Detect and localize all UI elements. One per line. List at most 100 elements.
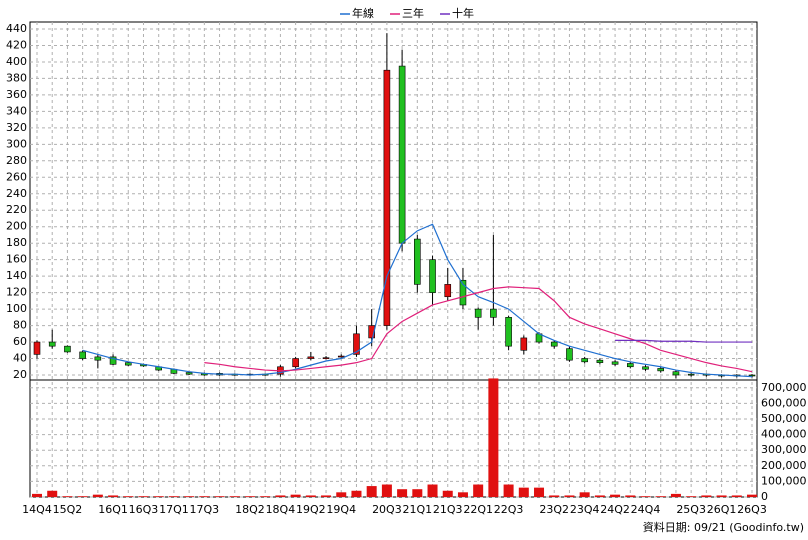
volume-bar	[92, 494, 103, 497]
candle-body	[459, 279, 467, 306]
candle-body	[429, 259, 436, 293]
volume-bar	[260, 496, 271, 497]
candle-body	[642, 366, 649, 370]
x-tick-label: 16Q3	[129, 503, 159, 516]
candle-body	[383, 69, 391, 326]
volume-bar	[47, 490, 58, 497]
x-tick-label: 24Q2	[600, 503, 630, 516]
ma-line	[82, 223, 753, 378]
volume-bar	[701, 495, 712, 497]
volume-bar	[321, 495, 332, 497]
x-tick-label: 18Q4	[266, 503, 296, 516]
y2-tick-label: 0	[761, 490, 768, 503]
candle-body	[474, 308, 482, 318]
candle-body	[520, 337, 528, 351]
candle-body	[64, 345, 71, 353]
candle-body	[307, 356, 315, 359]
candle-body	[611, 361, 619, 365]
volume-bar	[534, 487, 545, 497]
volume-bar	[199, 496, 210, 497]
x-tick-label: 21Q3	[433, 503, 463, 516]
candle-body	[353, 333, 360, 355]
x-tick-label: 18Q2	[235, 503, 265, 516]
volume-bar	[716, 495, 727, 497]
candle-body	[550, 341, 558, 347]
volume-bar	[32, 493, 42, 497]
candle-body	[672, 371, 680, 376]
y-tick-label: 160	[6, 253, 27, 266]
volume-bar	[549, 495, 560, 497]
volume-bar	[473, 484, 484, 497]
x-tick-label: 15Q2	[53, 503, 83, 516]
volume-bar	[655, 496, 666, 497]
y-tick-label: 40	[13, 352, 27, 365]
candle-body	[185, 372, 193, 375]
y-tick-label: 440	[6, 22, 27, 35]
x-tick-label: 14Q4	[22, 503, 52, 516]
y2-tick-label: 600,000	[761, 396, 807, 409]
y-tick-label: 360	[6, 88, 27, 101]
volume-bar	[670, 493, 681, 497]
y-tick-label: 260	[6, 170, 27, 183]
y-tick-label: 60	[13, 335, 27, 348]
volume-bar	[138, 496, 149, 497]
y-tick-label: 300	[6, 137, 27, 150]
volume-bar	[351, 490, 362, 497]
candle-body	[414, 238, 421, 285]
x-tick-label: 19Q2	[296, 503, 326, 516]
volume-bar	[488, 378, 499, 497]
candle-body	[33, 341, 41, 355]
x-tick-label: 19Q4	[326, 503, 356, 516]
y2-tick-label: 300,000	[761, 443, 807, 456]
candle-body	[292, 358, 299, 368]
x-tick-label: 23Q4	[570, 503, 600, 516]
candle-body	[444, 284, 452, 298]
volume-bar	[381, 484, 392, 497]
volume-bar	[457, 492, 468, 497]
x-tick-label: 20Q3	[372, 503, 402, 516]
candle-body	[124, 362, 132, 366]
x-tick-label: 25Q3	[676, 503, 706, 516]
volume-bar	[275, 495, 286, 497]
volume-bar	[123, 496, 134, 497]
candle-body	[398, 65, 406, 244]
candle-body	[626, 363, 634, 368]
y-tick-label: 100	[6, 302, 27, 315]
y-tick-label: 420	[6, 38, 27, 51]
volume-bar	[442, 490, 453, 497]
y-tick-label: 280	[6, 154, 27, 167]
x-tick-label: 22Q3	[494, 503, 524, 516]
volume-bar	[214, 496, 225, 497]
volume-bar	[610, 494, 621, 497]
volume-bar	[168, 496, 179, 497]
x-tick-label: 22Q1	[463, 503, 493, 516]
x-tick-label: 17Q3	[190, 503, 220, 516]
candle-body	[322, 357, 330, 360]
candle-body	[657, 368, 665, 372]
x-tick-label: 16Q1	[98, 503, 128, 516]
legend-label: 三年	[402, 6, 424, 20]
ma-line	[204, 286, 753, 373]
volume-bar	[640, 496, 651, 497]
x-tick-label: 21Q1	[402, 503, 432, 516]
volume-bar	[503, 484, 514, 497]
y-tick-label: 80	[13, 319, 27, 332]
y-tick-label: 120	[6, 286, 27, 299]
y2-tick-label: 400,000	[761, 428, 807, 441]
footnote: 資料日期: 09/21 (Goodinfo.tw)	[643, 520, 804, 534]
candle-body	[490, 308, 497, 318]
volume-bar	[427, 484, 438, 497]
y-tick-label: 400	[6, 55, 27, 68]
x-tick-label: 23Q2	[539, 503, 569, 516]
y2-tick-label: 200,000	[761, 459, 807, 472]
candle-body	[748, 374, 756, 377]
y-tick-label: 140	[6, 269, 27, 282]
y2-tick-label: 700,000	[761, 381, 807, 394]
y-tick-label: 240	[6, 187, 27, 200]
volume-bar	[290, 494, 301, 497]
volume-bar	[336, 492, 347, 497]
volume-bar	[625, 495, 636, 497]
candle-body	[48, 341, 56, 347]
volume-bar	[747, 494, 757, 497]
